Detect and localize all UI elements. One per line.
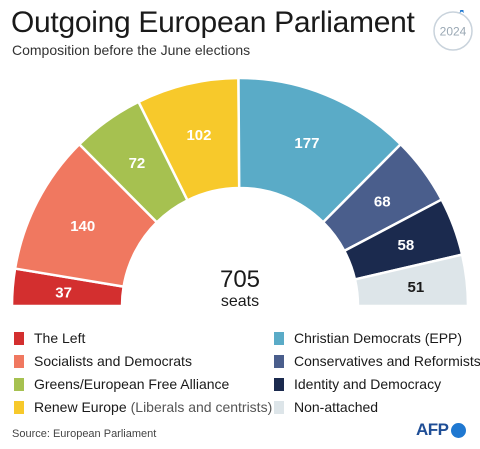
legend-label: The Left (34, 330, 86, 346)
value-label-the-left: 37 (55, 284, 72, 301)
legend-label: Greens/European Free Alliance (34, 376, 230, 392)
chart-segments (10, 76, 470, 308)
afp-logo-dot-icon (450, 422, 466, 438)
value-label-christian-democrats-epp-: 177 (294, 135, 319, 152)
legend-swatch (274, 400, 284, 414)
legend-swatch (274, 354, 284, 368)
chart-value-labels: 37 140 72 102 177 68 58 51 (55, 127, 424, 302)
legend-swatch (14, 331, 24, 345)
legend-note: (Liberals and centrists) (130, 399, 273, 415)
legend-swatch (14, 400, 24, 414)
source-note: Source: European Parliament (12, 428, 157, 440)
chart-title: Outgoing European Parliament (11, 6, 415, 39)
afp-logo: AFP (416, 420, 466, 440)
year-badge-text: 2024 (440, 25, 467, 39)
legend-label: Conservatives and Reformists (294, 353, 480, 369)
year-badge-icon: 2024 (433, 10, 473, 51)
legend-swatch (14, 354, 24, 368)
legend-label: Renew Europe (34, 399, 127, 415)
value-label-renew-europe: 102 (186, 127, 211, 144)
legend-swatch (14, 377, 24, 391)
value-label-identity-and-democracy: 58 (398, 237, 415, 254)
legend-label: Christian Democrats (EPP) (294, 330, 463, 346)
total-seats-unit: seats (221, 293, 259, 310)
legend-item: Identity and Democracy (274, 374, 441, 394)
legend-swatch (274, 377, 284, 391)
legend-item: Renew Europe (Liberals and centrists) (14, 397, 272, 417)
value-label-conservatives-and-reformists: 68 (374, 194, 391, 211)
value-label-greens-european-free-alliance: 72 (129, 155, 146, 172)
legend-item: Greens/European Free Alliance (14, 374, 229, 394)
chart-legend: The Left Socialists and Democrats Greens/E… (14, 328, 480, 420)
value-label-non-attached: 51 (408, 279, 425, 296)
afp-logo-text: AFP (416, 420, 449, 439)
total-seats-value: 705 (220, 266, 260, 293)
value-label-socialists-and-democrats: 140 (70, 218, 95, 235)
parliament-semicircle-chart: 37 140 72 102 177 68 58 51 705 seats (10, 76, 470, 310)
legend-item: Conservatives and Reformists (274, 351, 480, 371)
legend-label: Non-attached (294, 399, 379, 415)
segment-non-attached (353, 253, 470, 308)
legend-label: Identity and Democracy (294, 376, 442, 392)
legend-item: Christian Democrats (EPP) (274, 328, 462, 348)
legend-label: Socialists and Democrats (34, 353, 192, 369)
legend-item: Socialists and Democrats (14, 351, 192, 371)
legend-item: Non-attached (274, 397, 378, 417)
legend-swatch (274, 331, 284, 345)
legend-item: The Left (14, 328, 85, 348)
chart-subtitle: Composition before the June elections (12, 42, 251, 58)
